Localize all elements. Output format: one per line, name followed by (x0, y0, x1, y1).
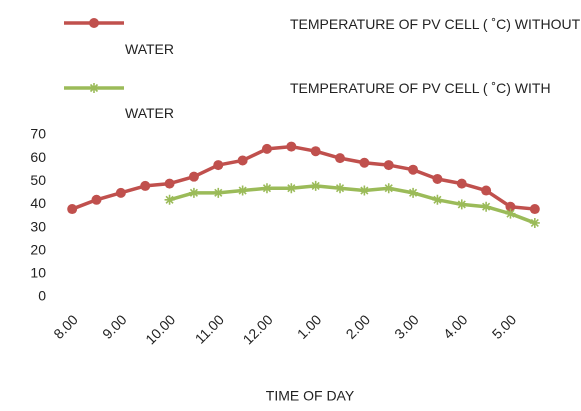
y-tick-label: 10 (30, 265, 46, 281)
y-tick-label: 0 (38, 288, 46, 304)
point (261, 143, 272, 154)
point (529, 217, 540, 228)
x-tick-label: 2.00 (343, 311, 374, 342)
point (286, 141, 297, 152)
x-tick-label: 8.00 (50, 311, 81, 342)
point (359, 157, 370, 168)
point (91, 194, 102, 205)
point (335, 183, 346, 194)
point (188, 187, 199, 198)
legend-label: TEMPERATURE OF PV CELL ( ˚C) WITHOUT WAT… (125, 16, 580, 57)
x-tick-label: 4.00 (440, 311, 471, 342)
point (408, 187, 419, 198)
y-tick-label: 60 (30, 149, 46, 165)
point (237, 185, 248, 196)
point (140, 180, 151, 191)
point (481, 185, 492, 196)
x-tick-label: 1.00 (294, 311, 325, 342)
x-axis-title: TIME OF DAY (266, 388, 355, 404)
series-line (169, 184, 536, 225)
point (89, 83, 99, 93)
x-tick-label: 10.00 (142, 311, 178, 347)
x-tick-label: 5.00 (489, 311, 520, 342)
y-tick-label: 40 (30, 195, 46, 211)
y-tick-label: 50 (30, 172, 46, 188)
point (505, 201, 516, 212)
point (505, 208, 516, 219)
point (213, 187, 224, 198)
point (432, 173, 443, 184)
y-tick-label: 20 (30, 241, 46, 257)
x-tick-label: 9.00 (99, 311, 130, 342)
y-tick-label: 30 (30, 218, 46, 234)
point (89, 18, 99, 28)
point (261, 183, 272, 194)
point (310, 180, 321, 191)
x-tick-label: 3.00 (391, 311, 422, 342)
point (115, 187, 126, 198)
point (383, 160, 394, 171)
point (383, 183, 394, 194)
point (432, 194, 443, 205)
point (359, 185, 370, 196)
point (335, 153, 346, 164)
legend-label: TEMPERATURE OF PV CELL ( ˚C) WITH WATER (125, 80, 551, 121)
point (310, 146, 321, 157)
point (188, 171, 199, 182)
point (67, 204, 78, 215)
point (213, 160, 224, 171)
point (456, 199, 467, 210)
x-tick-label: 11.00 (192, 311, 228, 347)
y-tick-label: 70 (30, 126, 46, 142)
x-tick-label: 12.00 (240, 311, 276, 347)
point (456, 178, 467, 189)
series-line (71, 144, 535, 211)
point (286, 183, 297, 194)
point (408, 164, 419, 175)
point (529, 204, 540, 215)
point (481, 201, 492, 212)
point (164, 194, 175, 205)
point (164, 178, 175, 189)
point (237, 155, 248, 166)
